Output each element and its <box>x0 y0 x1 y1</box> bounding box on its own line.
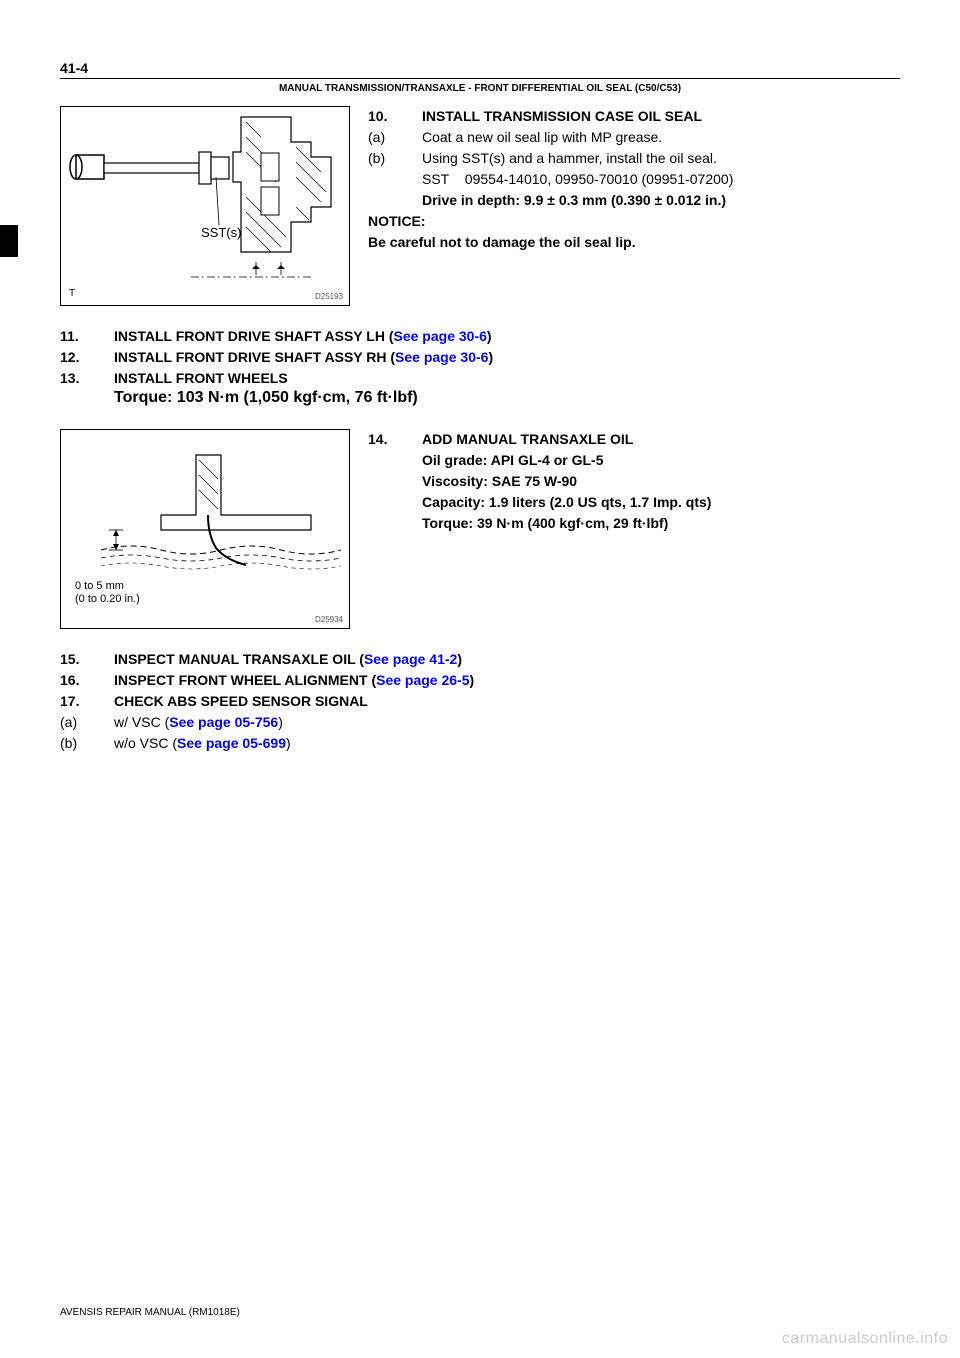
step-17-title: CHECK ABS SPEED SENSOR SIGNAL <box>114 691 900 712</box>
step-16-prefix: INSPECT FRONT WHEEL ALIGNMENT ( <box>114 672 376 688</box>
section-14-row: 0 to 5 mm (0 to 0.20 in.) D25934 14. ADD… <box>60 429 900 629</box>
step-17a-link[interactable]: See page 05-756 <box>169 714 278 730</box>
figure-1-t-label: T <box>69 288 75 299</box>
figure-1-svg: SST(s) <box>61 107 351 307</box>
sst-val: 09554-14010, 09950-70010 (09951-07200) <box>465 171 734 187</box>
figure-2-code: D25934 <box>315 615 343 624</box>
step-11-link[interactable]: See page 30-6 <box>394 328 487 344</box>
header-text: MANUAL TRANSMISSION/TRANSAXLE - FRONT DI… <box>60 83 900 94</box>
page-number: 41-4 <box>60 60 900 76</box>
drive-depth: Drive in depth: 9.9 ± 0.3 mm (0.390 ± 0.… <box>368 190 900 211</box>
section-10-row: SST(s) T D25193 10. INSTALL TRANSMISSION… <box>60 106 900 306</box>
step-17a-suffix: ) <box>278 714 283 730</box>
section-14-text: 14. ADD MANUAL TRANSAXLE OIL Oil grade: … <box>368 429 900 629</box>
step-14-title: ADD MANUAL TRANSAXLE OIL <box>422 429 900 450</box>
step-11-body: INSTALL FRONT DRIVE SHAFT ASSY LH (See p… <box>114 326 900 347</box>
step-16-body: INSPECT FRONT WHEEL ALIGNMENT (See page … <box>114 670 900 691</box>
step-12-num: 12. <box>60 347 96 368</box>
step-12-prefix: INSTALL FRONT DRIVE SHAFT ASSY RH ( <box>114 349 395 365</box>
step-17b-body: w/o VSC (See page 05-699) <box>114 733 900 754</box>
step-15-suffix: ) <box>457 651 462 667</box>
step-10a-id: (a) <box>368 127 404 148</box>
sst-label: SST <box>422 171 449 187</box>
step-17b-link[interactable]: See page 05-699 <box>177 735 286 751</box>
step-15-prefix: INSPECT MANUAL TRANSAXLE OIL ( <box>114 651 364 667</box>
header-rule <box>60 78 900 79</box>
side-tab <box>0 225 18 257</box>
step-17a-prefix: w/ VSC ( <box>114 714 169 730</box>
step-17b-id: (b) <box>60 733 96 754</box>
step-13-torque: Torque: 103 N·m (1,050 kgf·cm, 76 ft·lbf… <box>60 389 900 407</box>
step-10a-text: Coat a new oil seal lip with MP grease. <box>422 127 662 148</box>
figure-2: 0 to 5 mm (0 to 0.20 in.) D25934 <box>60 429 350 629</box>
step-10b-text: Using SST(s) and a hammer, install the o… <box>422 148 717 169</box>
svg-text:SST(s): SST(s) <box>201 225 241 240</box>
figure-2-measure: 0 to 5 mm (0 to 0.20 in.) <box>75 580 140 606</box>
capacity: Capacity: 1.9 liters (2.0 US qts, 1.7 Im… <box>422 492 900 513</box>
step-17a-id: (a) <box>60 712 96 733</box>
figure-1: SST(s) T D25193 <box>60 106 350 306</box>
step-17-num: 17. <box>60 691 96 712</box>
step-12-link[interactable]: See page 30-6 <box>395 349 488 365</box>
step-12-body: INSTALL FRONT DRIVE SHAFT ASSY RH (See p… <box>114 347 900 368</box>
notice-text: Be careful not to damage the oil seal li… <box>368 232 900 253</box>
watermark: carmanualsonline.info <box>782 1330 948 1348</box>
figure-1-code: D25193 <box>315 292 343 301</box>
step-15-link[interactable]: See page 41-2 <box>364 651 457 667</box>
step-15-body: INSPECT MANUAL TRANSAXLE OIL (See page 4… <box>114 649 900 670</box>
step-15-num: 15. <box>60 649 96 670</box>
step-16-suffix: ) <box>470 672 475 688</box>
step-13-num: 13. <box>60 368 96 389</box>
step-17b-suffix: ) <box>286 735 291 751</box>
step-11-num: 11. <box>60 326 96 347</box>
steps-11-13: 11. INSTALL FRONT DRIVE SHAFT ASSY LH (S… <box>60 326 900 407</box>
steps-15-17: 15. INSPECT MANUAL TRANSAXLE OIL (See pa… <box>60 649 900 754</box>
step-11-prefix: INSTALL FRONT DRIVE SHAFT ASSY LH ( <box>114 328 394 344</box>
notice-label: NOTICE: <box>368 211 900 232</box>
step-14-torque: Torque: 39 N·m (400 kgf·cm, 29 ft·lbf) <box>422 513 900 534</box>
step-11-suffix: ) <box>487 328 492 344</box>
step-14-num: 14. <box>368 429 404 534</box>
step-12-suffix: ) <box>488 349 493 365</box>
step-10-num: 10. <box>368 106 404 127</box>
viscosity: Viscosity: SAE 75 W-90 <box>422 471 900 492</box>
step-17a-body: w/ VSC (See page 05-756) <box>114 712 900 733</box>
step-13-title: INSTALL FRONT WHEELS <box>114 368 900 389</box>
footer-text: AVENSIS REPAIR MANUAL (RM1018E) <box>60 1307 240 1318</box>
step-10b-id: (b) <box>368 148 404 169</box>
step-10-title: INSTALL TRANSMISSION CASE OIL SEAL <box>422 106 702 127</box>
step-17b-prefix: w/o VSC ( <box>114 735 177 751</box>
step-16-num: 16. <box>60 670 96 691</box>
step-16-link[interactable]: See page 26-5 <box>376 672 469 688</box>
oil-grade: Oil grade: API GL-4 or GL-5 <box>422 450 900 471</box>
section-10-text: 10. INSTALL TRANSMISSION CASE OIL SEAL (… <box>368 106 900 306</box>
